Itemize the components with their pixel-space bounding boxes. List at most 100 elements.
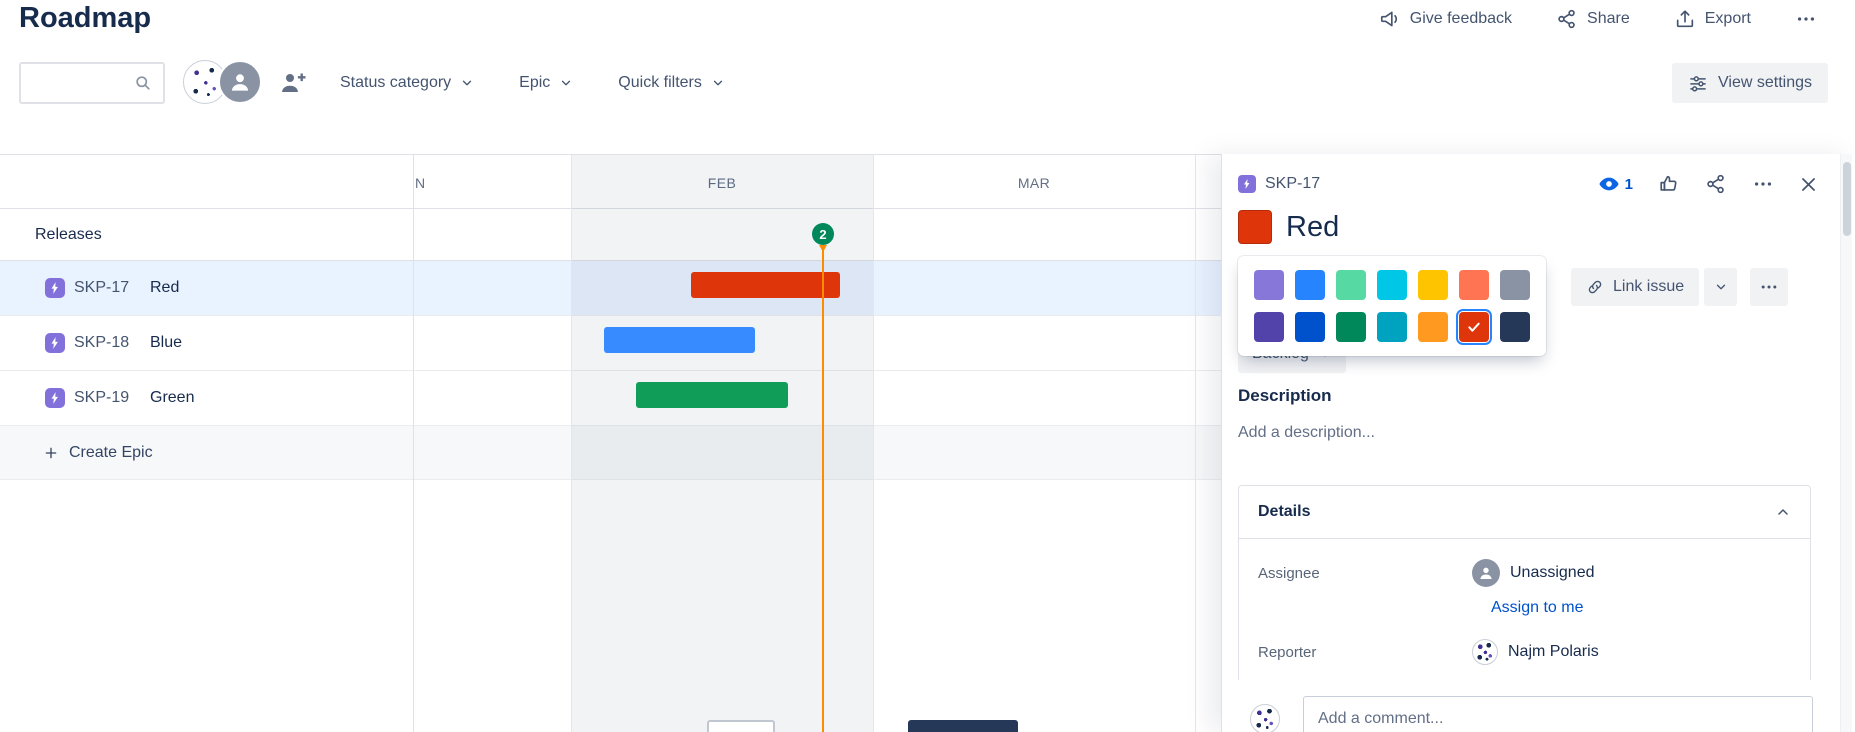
panel-more-button[interactable] xyxy=(1752,173,1774,195)
user-avatar[interactable] xyxy=(183,60,227,104)
color-swatch[interactable] xyxy=(1418,312,1448,342)
view-settings-button[interactable]: View settings xyxy=(1672,63,1828,103)
chevron-down-icon xyxy=(463,80,472,86)
share-icon xyxy=(1558,9,1575,29)
chevron-down-icon xyxy=(1716,284,1725,290)
search-input[interactable] xyxy=(31,74,133,92)
plus-icon xyxy=(45,447,57,458)
more-icon xyxy=(1797,17,1815,21)
epic-icon xyxy=(1238,175,1256,193)
grid-line xyxy=(571,155,572,732)
filter-bar: Status category Epic Quick filters xyxy=(340,62,725,104)
comment-input[interactable] xyxy=(1303,696,1813,732)
assignee-field: Assignee Unassigned xyxy=(1258,559,1791,587)
description-placeholder[interactable]: Add a description... xyxy=(1238,424,1375,441)
chevron-down-icon xyxy=(713,80,723,86)
more-icon xyxy=(1754,182,1772,186)
epic-bar-red[interactable] xyxy=(691,272,840,298)
color-swatch[interactable] xyxy=(1377,270,1407,300)
view-settings-label: View settings xyxy=(1718,74,1812,91)
color-swatch[interactable] xyxy=(1418,270,1448,300)
details-header[interactable]: Details xyxy=(1239,486,1810,539)
assignee-name: Unassigned xyxy=(1510,564,1595,581)
like-button[interactable] xyxy=(1658,173,1680,195)
assignee-value[interactable]: Unassigned xyxy=(1472,559,1595,587)
color-swatch[interactable] xyxy=(1336,270,1366,300)
issue-detail-panel: SKP-17 1 Red Link xyxy=(1221,154,1855,732)
share-button[interactable]: Share xyxy=(1556,8,1630,30)
epic-name: Blue xyxy=(150,334,183,351)
reporter-avatar xyxy=(1472,639,1498,665)
color-swatch[interactable] xyxy=(1500,312,1530,342)
current-user-avatar xyxy=(1250,704,1280,732)
details-heading: Details xyxy=(1258,503,1311,520)
epic-bar-blue[interactable] xyxy=(604,327,755,353)
release-count-badge[interactable]: 2 xyxy=(812,223,834,245)
color-swatch[interactable] xyxy=(1459,270,1489,300)
quick-filters-label: Quick filters xyxy=(618,74,702,91)
person-icon xyxy=(231,74,249,91)
epic-name: Red xyxy=(150,279,180,296)
panel-header-icons: 1 xyxy=(1598,173,1818,195)
color-swatch[interactable] xyxy=(1254,270,1284,300)
close-icon xyxy=(1802,177,1815,191)
close-panel-button[interactable] xyxy=(1799,175,1818,194)
panel-actions-more-button[interactable] xyxy=(1750,268,1788,306)
color-swatch[interactable] xyxy=(1295,270,1325,300)
create-epic-label: Create Epic xyxy=(69,443,153,461)
issue-key[interactable]: SKP-17 xyxy=(1265,175,1321,192)
issue-title[interactable]: Red xyxy=(1286,210,1340,243)
list-pane-divider xyxy=(413,155,414,732)
default-user-avatar[interactable] xyxy=(218,60,262,104)
link-issue-dropdown-button[interactable] xyxy=(1704,268,1737,306)
epic-key: SKP-18 xyxy=(74,334,130,351)
link-icon xyxy=(1588,280,1602,294)
give-feedback-button[interactable]: Give feedback xyxy=(1379,8,1512,30)
epic-bar-green[interactable] xyxy=(636,382,788,408)
page-title: Roadmap xyxy=(19,2,152,34)
assign-to-me-link[interactable]: Assign to me xyxy=(1491,599,1584,616)
scrollbar-thumb[interactable] xyxy=(1843,162,1851,236)
epic-filter-label: Epic xyxy=(519,74,551,91)
description-heading: Description xyxy=(1238,386,1332,405)
epic-color-swatch[interactable] xyxy=(1238,210,1272,244)
watch-button[interactable]: 1 xyxy=(1598,173,1633,195)
quick-filters-dropdown[interactable]: Quick filters xyxy=(618,74,725,92)
link-issue-button[interactable]: Link issue xyxy=(1571,268,1700,306)
month-label-mar: MAR xyxy=(1017,175,1051,191)
color-swatch[interactable] xyxy=(1500,270,1530,300)
reporter-field: Reporter Najm Polaris xyxy=(1258,639,1791,665)
color-swatch[interactable] xyxy=(1377,312,1407,342)
add-people-button[interactable] xyxy=(278,70,308,96)
color-swatch[interactable] xyxy=(1336,312,1366,342)
person-icon xyxy=(1480,567,1492,579)
color-swatch[interactable] xyxy=(1254,312,1284,342)
status-category-dropdown[interactable]: Status category xyxy=(340,74,474,92)
color-swatch[interactable] xyxy=(1295,312,1325,342)
partial-bar-light[interactable] xyxy=(707,720,775,732)
link-issue-label: Link issue xyxy=(1613,278,1685,295)
panel-scrollbar[interactable] xyxy=(1840,154,1852,732)
epic-icon xyxy=(45,278,65,298)
color-swatch[interactable] xyxy=(1456,309,1492,345)
comment-area xyxy=(1223,680,1813,732)
share-label: Share xyxy=(1587,10,1630,27)
export-button[interactable]: Export xyxy=(1674,8,1751,30)
status-category-label: Status category xyxy=(340,74,452,91)
assignee-label: Assignee xyxy=(1258,564,1320,582)
reporter-value[interactable]: Najm Polaris xyxy=(1472,639,1599,665)
panel-share-button[interactable] xyxy=(1705,173,1727,195)
reporter-name: Najm Polaris xyxy=(1508,643,1599,660)
chevron-down-icon xyxy=(562,80,571,86)
thumbs-up-icon xyxy=(1660,175,1677,191)
header-actions: Give feedback Share Export xyxy=(1379,8,1817,30)
epic-dropdown[interactable]: Epic xyxy=(519,74,573,92)
partial-bar-dark[interactable] xyxy=(908,720,1018,732)
epic-name: Green xyxy=(150,389,195,406)
header-more-button[interactable] xyxy=(1795,8,1817,30)
give-feedback-label: Give feedback xyxy=(1409,10,1513,27)
check-icon xyxy=(1468,322,1480,332)
panel-title-row: Red xyxy=(1238,210,1339,244)
month-label-jan: N xyxy=(415,175,426,191)
today-marker-line xyxy=(819,245,827,732)
